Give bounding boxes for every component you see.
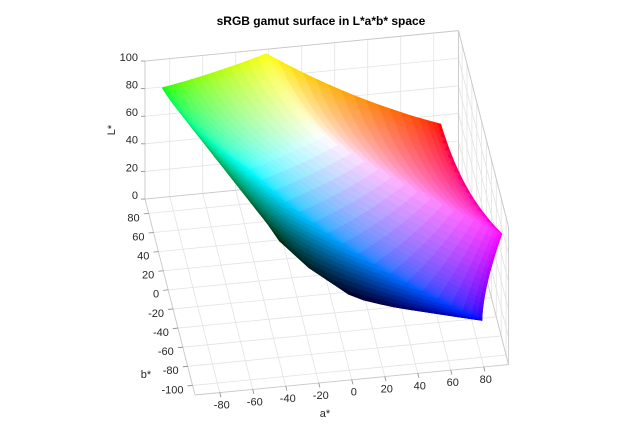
x-tick [483,366,486,372]
x-tick [318,382,321,388]
y-tick [172,327,178,329]
y-tick-label: -80 [163,365,179,377]
x-tick-label: 40 [414,380,426,392]
chart-title: sRGB gamut surface in L*a*b* space [217,14,426,28]
x-tick-label: 60 [447,377,459,389]
y-tick-label: -40 [153,327,169,339]
y-tick-label: -60 [158,346,174,358]
grid-line [458,85,509,282]
grid-line [202,193,254,390]
y-tick [158,270,164,272]
x-tick-label: -60 [247,396,263,408]
y-tick [163,289,169,291]
grid-line [458,58,509,255]
y-tick-label: 40 [137,251,149,263]
y-tick-label: -20 [148,308,164,320]
y-tick [182,365,188,368]
grid-line [187,335,502,367]
x-tick-label: -40 [280,393,296,405]
y-tick-label: 80 [127,212,139,224]
z-tick-label: 60 [126,107,138,119]
x-tick [285,386,288,391]
grid-line [192,354,507,386]
z-axis-label: L* [106,124,118,135]
x-tick-label: -20 [313,390,329,402]
y-tick-label: 0 [153,289,159,301]
z-tick-label: 100 [120,52,138,64]
y-tick-label: 20 [142,270,154,282]
gamut-surface-patch [477,317,483,321]
y-tick [168,308,174,310]
x-tick [351,379,354,385]
z-tick-label: 40 [126,135,138,147]
axis-box-edge [144,30,459,62]
x-axis-label: a* [320,408,331,420]
axis-box-edge [458,30,509,227]
z-tick-label: 0 [132,190,138,202]
x-tick [450,370,453,375]
x-tick [384,376,387,382]
y-tick [187,385,193,387]
x-tick [219,392,222,398]
y-tick [153,251,159,253]
y-tick-label: -100 [162,384,184,396]
z-tick-label: 80 [126,80,138,92]
y-tick-label: 60 [132,231,144,243]
y-tick [177,346,183,349]
grid-line [458,113,509,310]
y-tick [148,232,154,234]
x-tick-label: -80 [214,400,230,412]
x-tick [417,373,420,379]
x-tick [252,389,255,395]
grid-line [235,190,287,387]
x-tick-label: 0 [351,387,357,399]
x-tick-label: 20 [381,384,393,396]
axis-box-edge [144,198,196,396]
y-axis-label: b* [141,369,152,381]
z-tick-label: 20 [126,162,138,174]
grid-line [169,196,221,393]
y-tick [143,212,149,215]
grid-line [182,316,497,348]
x-tick-label: 80 [480,374,492,386]
